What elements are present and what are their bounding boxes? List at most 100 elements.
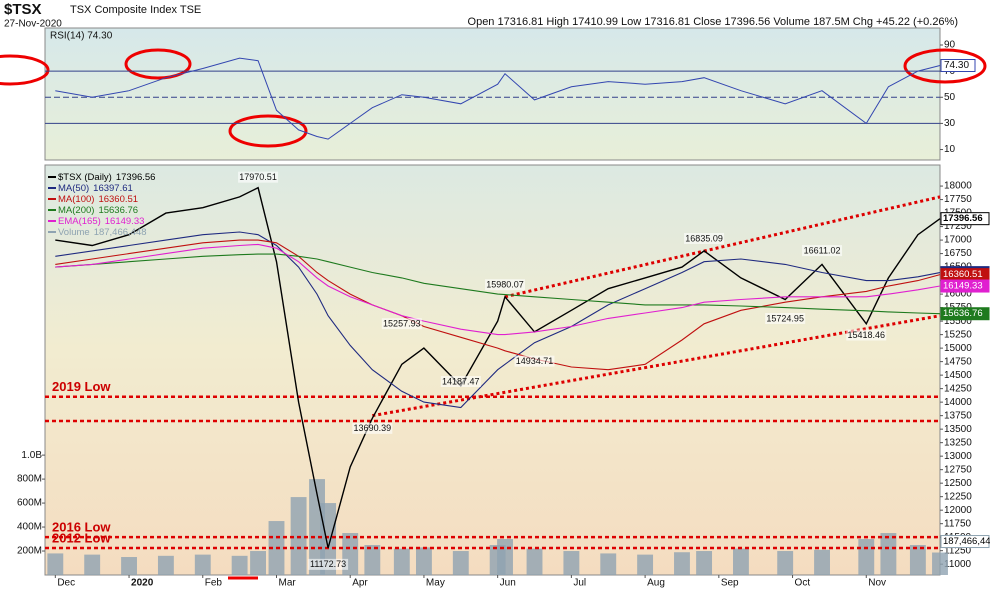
y2-tick-label: 800M (17, 474, 42, 485)
annotation: 11172.73 (310, 559, 346, 569)
volume-bar (526, 548, 543, 575)
legend-name: $TSX (Daily) (58, 172, 112, 183)
volume-bar (393, 548, 410, 575)
highlight (0, 54, 50, 86)
volume-bar (637, 554, 654, 575)
annotation: 15724.95 (766, 313, 804, 323)
legend-name: MA(100) (58, 194, 94, 205)
trend-line (372, 314, 941, 418)
volume-bar (696, 551, 713, 575)
value-tag (940, 307, 990, 321)
annotation: 15257.93 (383, 319, 421, 329)
volume-bar (777, 551, 794, 575)
x-tick-label: Dec (57, 578, 75, 589)
y2-tick-label: 1.0B (21, 450, 42, 461)
highlight (124, 48, 192, 80)
ohlc: Open 17316.81 High 17410.99 Low 17316.81… (468, 16, 958, 28)
legend-value: 17396.56 (116, 172, 156, 183)
y-tick-label: 17250 (944, 221, 972, 232)
annotation: 17970.51 (239, 172, 277, 182)
highlight (228, 114, 308, 148)
level-label: 2019 Low (52, 379, 111, 394)
legend-value: 16397.61 (93, 183, 133, 194)
y-tick-label: 12500 (944, 478, 972, 489)
legend-entry: $TSX (Daily) 17396.56 (58, 172, 155, 183)
annotation: 16835.09 (685, 233, 723, 243)
y-tick-label: 17000 (944, 235, 972, 246)
legend-entry: Volume 187,466,448 (58, 227, 147, 238)
annotation-box (308, 558, 349, 570)
volume-bar (320, 503, 337, 575)
y-tick-label: 90 (944, 40, 956, 51)
y-tick-label: 14000 (944, 397, 972, 408)
volume-bar (600, 553, 617, 575)
annotation: 15418.46 (848, 330, 886, 340)
y-tick-label: 17750 (944, 194, 972, 205)
x-tick-label: Feb (205, 578, 223, 589)
volume-bar (733, 548, 749, 575)
y-tick-label: 13250 (944, 437, 972, 448)
x-tick-label: Oct (795, 578, 811, 589)
y2-tick-label: 200M (17, 546, 42, 557)
y-tick-label: 14500 (944, 370, 972, 381)
legend-name: Volume (58, 227, 90, 238)
y-tick-label: 13000 (944, 451, 972, 462)
y-tick-label: 16000 (944, 289, 972, 300)
x-tick-label: Jun (500, 578, 516, 589)
ma-line (55, 253, 941, 315)
volume-bar (84, 554, 101, 575)
value-tag (940, 279, 990, 293)
x-tick-label: Jul (573, 578, 586, 589)
highlight (903, 48, 987, 84)
ma-line (55, 231, 941, 409)
y-tick-label: 13750 (944, 410, 972, 421)
volume-bar (415, 547, 432, 575)
y-tick-label: 15500 (944, 316, 972, 327)
x-tick-label: May (426, 578, 445, 589)
legend-name: MA(50) (58, 183, 89, 194)
y-tick-label: 13500 (944, 424, 972, 435)
y-tick-label: 12750 (944, 464, 972, 475)
annotation: 13690.39 (354, 423, 392, 433)
trend-line (504, 195, 941, 299)
volume-bar (909, 545, 926, 575)
rsi-line (55, 57, 941, 140)
value-tag-label: 16360.51 (943, 269, 983, 280)
legend-entry: MA(200) 15636.76 (58, 205, 138, 216)
annotation-box (381, 318, 422, 330)
volume-bar (814, 549, 830, 575)
value-tag-label: 74.30 (944, 60, 969, 71)
annotation-box (514, 355, 555, 367)
y-tick-label: 50 (944, 92, 956, 103)
y-tick-label: 16750 (944, 248, 972, 259)
volume-bar (364, 545, 381, 575)
legend-value: 16360.51 (98, 194, 138, 205)
y-tick-label: 12250 (944, 491, 972, 502)
index-name: TSX Composite Index TSE (70, 4, 201, 16)
value-tag-label: 17396.56 (943, 213, 983, 224)
legend-entry: MA(50) 16397.61 (58, 183, 133, 194)
y-tick-label: 15000 (944, 343, 972, 354)
x-tick-label: Sep (721, 578, 739, 589)
price-panel (44, 164, 941, 576)
legend-name: MA(200) (58, 205, 94, 216)
annotation: 14934.71 (516, 356, 554, 366)
volume-bar (194, 554, 211, 575)
volume-bar (932, 552, 948, 575)
y-tick-label: 11250 (944, 545, 972, 556)
annotation-box (846, 329, 887, 341)
x-tick-label: Aug (647, 578, 665, 589)
y-tick-label: 30 (944, 118, 956, 129)
rsi-title: RSI(14) 74.30 (50, 31, 113, 42)
annotation-box (802, 245, 843, 257)
x-tick-label: Nov (868, 578, 886, 589)
volume-bar (121, 557, 137, 575)
value-tag-label: 16149.33 (943, 281, 983, 292)
annotation-box (485, 279, 526, 291)
y-tick-label: 18000 (944, 181, 972, 192)
volume-bar (858, 539, 875, 575)
level-label: 2012 Low (52, 530, 111, 545)
y-tick-label: 14750 (944, 356, 972, 367)
